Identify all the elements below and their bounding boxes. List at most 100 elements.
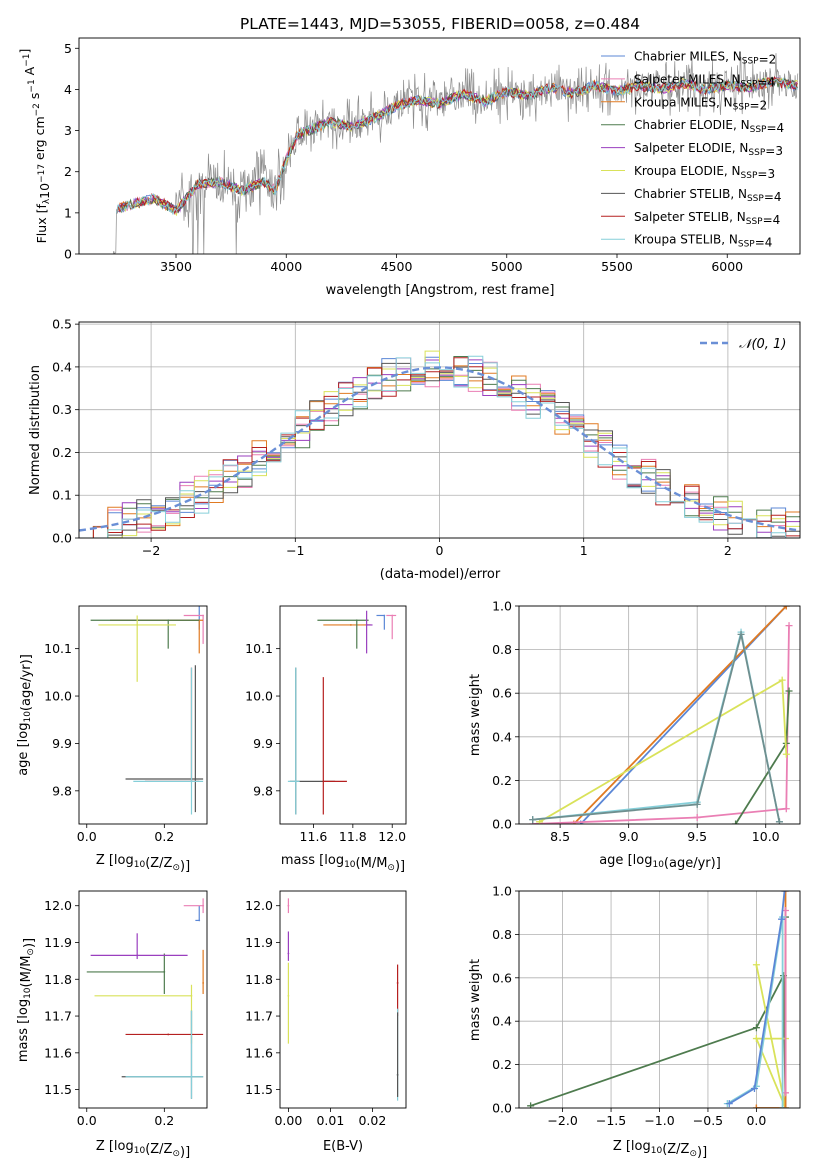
x-tick-label: 4000 [270, 259, 302, 274]
y-tick-label: 11.8 [245, 972, 273, 987]
y-tick-label: 0.0 [492, 1101, 512, 1116]
y-tick-label: 0.4 [492, 729, 512, 744]
x-axis-label: Z [log10(Z/Z⊙)] [613, 1139, 707, 1160]
x-tick-label: 0.0 [746, 1113, 766, 1128]
y-tick-label: 11.7 [44, 1009, 72, 1024]
mass-weight-marker [529, 816, 537, 824]
y-tick-label: 9.8 [52, 783, 72, 798]
y-tick-label: 1.0 [492, 599, 512, 614]
x-axis-label: mass [log10(M/M⊙)] [281, 853, 405, 874]
y-tick-label: 0.1 [52, 488, 72, 503]
mass-weight-marker [782, 805, 790, 813]
y-axis-label: mass [log10(M/M⊙)] [16, 938, 37, 1062]
y-tick-label: 11.9 [245, 935, 273, 950]
y-tick-label: 0.3 [52, 402, 72, 417]
axes-age_vs_Z [90, 606, 205, 815]
mass-weight-line [734, 690, 790, 824]
mass-weight-marker [752, 1035, 760, 1043]
x-tick-label: 11.6 [300, 829, 328, 844]
data-point [167, 1033, 170, 1036]
x-tick-label: 5500 [601, 259, 633, 274]
axes-spectrum [112, 53, 799, 254]
x-axis-label: Z [log10(Z/Z⊙)] [96, 1139, 190, 1160]
x-tick-label: 3500 [160, 259, 192, 274]
y-tick-label: 0.0 [492, 817, 512, 832]
mass-weight-marker [737, 630, 745, 638]
mass-weight-marker [782, 606, 790, 610]
axes-age_vs_mass [287, 610, 397, 815]
plot-area-age_vs_Z [90, 606, 205, 815]
x-tick-label: 5000 [491, 259, 523, 274]
frame-weight_vs_age: 8.5 9.0 9.5 10.0 0.0 0.2 0.4 0.6 0.8 1.0 [492, 599, 801, 844]
normal-distribution-curve [79, 366, 800, 532]
frame-spectrum: 3500 4000 4500 5000 5500 6000 0 1 2 3 4 5 [64, 37, 801, 274]
data-point [190, 994, 193, 997]
data-point [136, 624, 139, 626]
plot-area-mass_vs_Z [86, 898, 205, 1099]
x-tick-label: −0.5 [693, 1113, 723, 1128]
y-axis-label: Normed distribution [28, 365, 43, 495]
axes-weight_vs_Z [519, 890, 800, 1109]
data-point [190, 780, 193, 783]
data-point [322, 780, 325, 783]
y-tick-label: 0.6 [492, 970, 512, 985]
x-tick-label: 0.2 [154, 829, 174, 844]
mass-weight-line [728, 891, 786, 1105]
mass-weight-marker [781, 1104, 789, 1108]
y-axis-label: mass weight [468, 674, 483, 756]
y-tick-label: 1 [64, 205, 72, 220]
x-tick-label: 4500 [381, 259, 413, 274]
plot-area-age_vs_mass [287, 610, 397, 815]
axes-mass_vs_Z [86, 898, 205, 1099]
y-tick-label: 11.7 [245, 1009, 273, 1024]
x-tick-label: −2.0 [547, 1113, 577, 1128]
y-tick-label: 0 [64, 247, 72, 262]
y-tick-label: 0.2 [52, 445, 72, 460]
data-point [365, 624, 368, 626]
figure-title: PLATE=1443, MJD=53055, FIBERID=0058, z=0… [240, 15, 640, 33]
y-tick-label: 5 [64, 41, 72, 56]
x-tick-label: 0.02 [358, 1113, 386, 1128]
axes-frame [279, 890, 407, 1109]
y-tick-label: 0.8 [492, 642, 512, 657]
x-axis-label: Z [log10(Z/Z⊙)] [96, 853, 190, 874]
legend-entry: Salpeter ELODIE, NSSP=3 [634, 141, 783, 158]
y-tick-label: 10.0 [245, 689, 273, 704]
plot-layer: 3500 4000 4500 5000 5500 6000 0 1 2 3 4 5 Chabrier M… [16, 37, 801, 1160]
y-axis-label: Flux [fλ10−17 erg cm−2 s−1 A−1] [17, 49, 52, 244]
plot-area-weight_vs_age [529, 606, 793, 824]
y-tick-label: 12.0 [245, 898, 273, 913]
legend-entry: Kroupa STELIB, NSSP=4 [634, 233, 772, 250]
axes-frame [518, 605, 801, 825]
residual-histogram-step [79, 355, 800, 538]
x-tick-label: 0.0 [77, 1113, 97, 1128]
data-point [349, 624, 352, 626]
mass-weight-marker [732, 820, 740, 824]
legend-entry: Salpeter MILES, NSSP=4 [634, 72, 775, 89]
axes-weight_vs_age [519, 605, 800, 825]
mass-weight-marker [693, 800, 701, 808]
x-tick-label: 2 [724, 543, 732, 558]
x-axis-label: wavelength [Angstrom, rest frame] [326, 283, 555, 298]
plot-area-spectrum [112, 53, 799, 254]
mass-weight-marker [750, 1084, 758, 1092]
y-tick-label: 1.0 [492, 884, 512, 899]
y-tick-label: 9.9 [52, 736, 72, 751]
x-tick-label: 11.8 [339, 829, 367, 844]
frame-residuals: −2 −1 0 1 2 0.0 0.1 0.2 0.3 0.4 0.5 [52, 317, 801, 558]
y-tick-label: 11.6 [245, 1045, 273, 1060]
data-point [163, 971, 166, 973]
mass-weight-line [726, 916, 784, 1108]
mass-weight-marker [778, 915, 786, 923]
y-tick-label: 11.6 [44, 1045, 72, 1060]
data-point [202, 904, 205, 907]
x-axis-label: age [log10(age/yr)] [599, 853, 721, 871]
frame-mass_vs_Z: 0.0 0.2 11.5 11.6 11.7 11.8 11.9 12.0 [44, 890, 208, 1128]
y-tick-label: 0.0 [52, 531, 72, 546]
axes-frame [279, 605, 407, 825]
y-tick-label: 12.0 [44, 898, 72, 913]
data-point [287, 994, 290, 997]
y-tick-label: 0.2 [492, 773, 512, 788]
y-tick-label: 9.9 [253, 736, 273, 751]
legend-entry: Kroupa ELODIE, NSSP=3 [634, 164, 775, 181]
